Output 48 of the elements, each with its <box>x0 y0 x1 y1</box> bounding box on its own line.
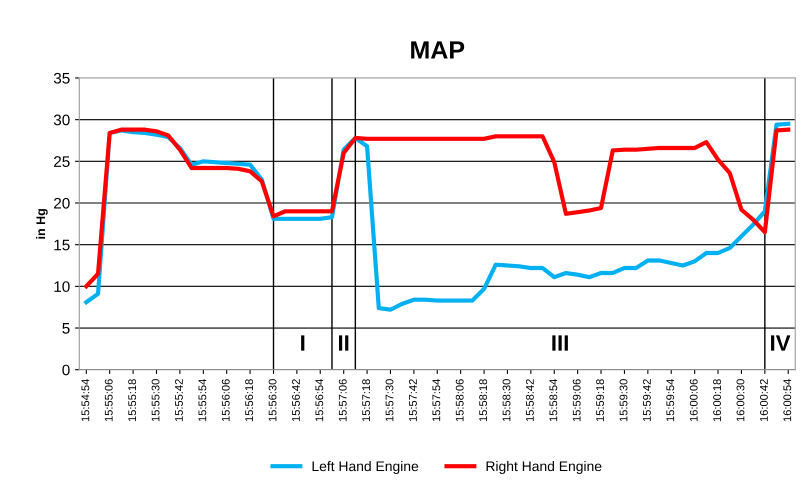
x-tick-label: 15:57:54 <box>432 379 440 422</box>
x-tick-label: 15:58:18 <box>479 379 488 422</box>
x-tick-label: 16:00:42 <box>760 379 768 422</box>
legend-label: Left Hand Engine <box>312 460 418 474</box>
x-tick-label: 15:56:54 <box>315 379 324 422</box>
x-tick-label: 15:56:42 <box>292 379 300 422</box>
x-tick-label: 15:54:54 <box>82 379 90 422</box>
chart-title: MAP <box>411 41 464 59</box>
x-tick-label: 15:57:18 <box>362 379 370 422</box>
x-tick-label: 15:59:42 <box>642 379 651 422</box>
y-tick-label: 20 <box>54 198 70 209</box>
x-tick-label: 15:55:42 <box>174 379 183 422</box>
y-tick-label: 10 <box>54 281 70 292</box>
x-tick-label: 16:00:06 <box>690 379 698 422</box>
legend-label: Right Hand Engine <box>486 460 602 474</box>
x-tick-label: 15:56:18 <box>245 379 254 422</box>
x-tick-label: 15:59:30 <box>620 379 628 422</box>
y-tick-label: 5 <box>62 323 70 334</box>
x-tick-label: 15:58:06 <box>456 379 464 422</box>
x-tick-label: 15:58:54 <box>549 379 558 422</box>
x-tick-label: 16:00:54 <box>783 379 792 422</box>
x-tick-label: 15:55:06 <box>104 379 113 422</box>
x-tick-label: 15:55:30 <box>152 379 160 422</box>
x-tick-label: 16:00:18 <box>713 379 722 422</box>
annotation: III <box>552 335 568 351</box>
x-tick-label: 15:59:18 <box>596 379 604 422</box>
x-tick-label: 15:59:06 <box>572 379 581 422</box>
x-tick-label: 15:57:30 <box>386 379 394 422</box>
x-tick-label: 16:00:30 <box>736 379 744 422</box>
x-tick-label: 15:55:54 <box>198 379 206 422</box>
x-tick-label: 15:59:54 <box>666 379 674 422</box>
x-tick-label: 15:56:30 <box>268 379 276 422</box>
x-tick-label: 15:57:06 <box>338 379 347 422</box>
y-tick-label: 0 <box>62 364 70 376</box>
x-tick-label: 15:55:18 <box>128 379 136 422</box>
annotation: I <box>301 335 304 351</box>
y-tick-label: 30 <box>54 114 70 126</box>
y-tick-label: 25 <box>54 156 70 168</box>
x-tick-label: 15:56:06 <box>222 379 230 422</box>
annotation: IV <box>771 335 790 351</box>
x-tick-label: 15:58:30 <box>502 379 510 422</box>
y-tick-label: 35 <box>54 72 70 84</box>
line-series <box>84 128 790 288</box>
annotation: II <box>338 335 348 351</box>
y-tick-label: 15 <box>54 240 70 250</box>
x-tick-label: 15:58:42 <box>526 379 534 422</box>
x-tick-label: 15:57:42 <box>409 379 417 422</box>
y-axis-title: in Hg <box>36 209 48 239</box>
